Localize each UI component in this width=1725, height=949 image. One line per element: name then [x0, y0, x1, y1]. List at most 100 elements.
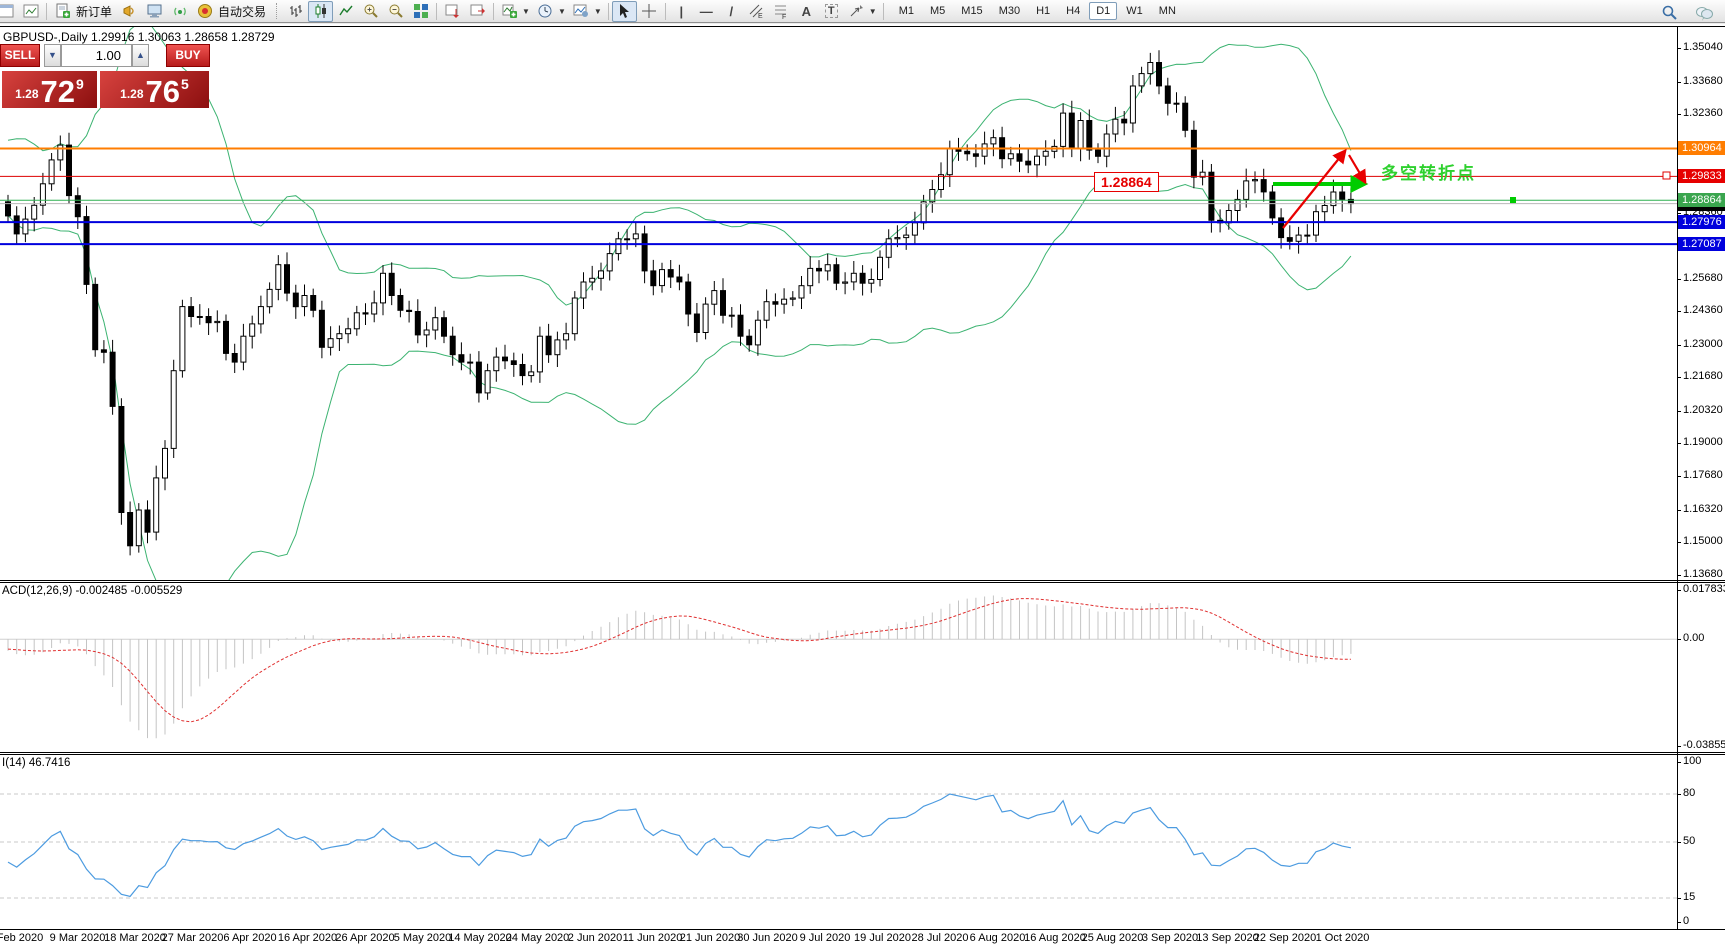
timeframe-h1[interactable]: H1	[1036, 5, 1051, 17]
arrows-tool-icon[interactable]	[844, 1, 869, 22]
price-axis[interactable]: 1.35040 1.33680 1.32360 1.28360 1.25680 1.243…	[1677, 0, 1725, 949]
templates-caret[interactable]: ▼	[593, 6, 602, 16]
vertical-line-tool-icon[interactable]: |	[679, 3, 684, 19]
timeframe-mn[interactable]: MN	[1158, 5, 1176, 17]
bar-chart-type-icon[interactable]	[283, 1, 308, 22]
chart-window-icon[interactable]	[0, 1, 18, 22]
text-tool-icon[interactable]: A	[801, 3, 811, 19]
buy-price-button[interactable]: 1.28 76 5	[100, 71, 209, 108]
price-annotation-box[interactable]: 1.28864	[1094, 172, 1159, 192]
trend-arrow-up[interactable]	[1282, 148, 1347, 229]
date-label: 6 Aug 2020	[969, 932, 1026, 944]
autotrading-icon[interactable]	[192, 1, 217, 22]
timeframe-m5[interactable]: M5	[930, 5, 946, 17]
timeframe-w1[interactable]: W1	[1126, 5, 1143, 17]
tick-mark	[1677, 574, 1681, 576]
volume-input[interactable]	[61, 44, 132, 67]
timeframe-d1[interactable]: D1	[1089, 2, 1118, 20]
tick-mark	[1677, 344, 1681, 346]
red-line-handle[interactable]	[1662, 171, 1671, 180]
buy-price-sup: 5	[181, 76, 189, 92]
price-tick-1.17680: 1.17680	[1683, 468, 1723, 481]
add-indicator-caret[interactable]: ▼	[522, 6, 530, 16]
new-order-button[interactable]: 新订单	[76, 4, 113, 19]
main-price-pane[interactable]	[0, 21, 1677, 599]
date-label: 19 Jul 2020	[854, 932, 911, 944]
price-tick-1.25680: 1.25680	[1683, 271, 1723, 284]
buy-price-small: 1.28	[120, 87, 144, 101]
cursor-icon[interactable]	[611, 0, 637, 22]
sell-price-button[interactable]: 1.28 72 9	[2, 71, 97, 108]
periods-icon[interactable]	[533, 1, 558, 22]
green-line-handle[interactable]	[1510, 197, 1516, 203]
zoom-in-icon[interactable]	[358, 1, 383, 22]
tick-mark	[1677, 278, 1681, 280]
fibonacci-tool-icon[interactable]: F	[769, 1, 794, 22]
toolbar-grip	[276, 3, 280, 19]
alerts-horn-icon[interactable]	[117, 1, 142, 22]
text-label-tool-icon[interactable]: T	[819, 1, 844, 22]
toolbar-separator	[493, 2, 495, 20]
autotrading-button[interactable]: 自动交易	[218, 4, 267, 19]
search-icon[interactable]	[1657, 2, 1682, 23]
chart-shift-icon[interactable]	[465, 1, 490, 22]
price-tick-1.20320: 1.20320	[1683, 403, 1723, 416]
timeframe-m15[interactable]: M15	[961, 5, 983, 17]
main-toolbar: 新订单 自动交易 ▼	[0, 0, 1725, 23]
rsi-tick-50: 50	[1683, 835, 1696, 847]
level-label-1.29833: 1.29833	[1678, 169, 1725, 184]
date-label: 21 Jun 2020	[679, 932, 741, 944]
chart-window[interactable]	[0, 24, 1725, 949]
main-macd-separator2[interactable]	[0, 582, 1725, 583]
date-label: 25 Aug 2020	[1081, 932, 1144, 944]
date-label: 11 Jun 2020	[622, 932, 683, 944]
timeframe-m30[interactable]: M30	[998, 5, 1021, 17]
arrows-tool-caret[interactable]: ▼	[868, 6, 877, 16]
svg-text:F: F	[782, 14, 786, 19]
volume-down-button[interactable]: ▼	[44, 44, 61, 67]
tick-chart-icon[interactable]	[18, 1, 43, 22]
tile-windows-icon[interactable]	[408, 1, 433, 22]
add-indicator-icon[interactable]	[497, 1, 522, 22]
price-tick-1.16320: 1.16320	[1683, 502, 1723, 515]
buy-button[interactable]: BUY	[166, 44, 210, 67]
sell-button[interactable]: SELL	[0, 44, 40, 67]
timeframe-h4[interactable]: H4	[1066, 5, 1081, 17]
candlestick-type-icon[interactable]	[308, 0, 334, 22]
toolbar-separator	[664, 2, 666, 20]
rsi-tick-0: 0	[1683, 915, 1690, 927]
crosshair-icon[interactable]	[637, 1, 662, 22]
line-chart-type-icon[interactable]	[333, 1, 358, 22]
main-macd-separator[interactable]	[0, 580, 1725, 581]
metaeditor-icon[interactable]	[142, 1, 167, 22]
macd-rsi-separator2[interactable]	[0, 754, 1725, 755]
macd-pane[interactable]	[0, 595, 1677, 739]
periods-caret[interactable]: ▼	[557, 6, 566, 16]
channel-tool-icon[interactable]: E	[744, 1, 769, 22]
timeframe-m1[interactable]: M1	[898, 5, 914, 17]
timeframe-toolbar: M1 M5 M15 M30 H1 H4 D1 W1 MN	[891, 2, 1184, 20]
zoom-out-icon[interactable]	[383, 1, 408, 22]
auto-scroll-icon[interactable]	[440, 1, 465, 22]
trend-arrow-down[interactable]	[1348, 154, 1367, 185]
turning-point-annotation[interactable]: 多空转折点	[1381, 164, 1476, 183]
signals-icon[interactable]	[167, 1, 192, 22]
trendline-tool-icon[interactable]: /	[729, 3, 734, 19]
macd-rsi-separator[interactable]	[0, 752, 1725, 753]
community-chat-icon[interactable]	[1692, 2, 1717, 23]
date-label: 9 Mar 2020	[49, 932, 106, 944]
buy-price-big: 76	[145, 74, 181, 109]
date-label: 3 Sep 2020	[1141, 932, 1199, 944]
date-axis[interactable]: Feb 2020 9 Mar 2020 18 Mar 2020 27 Mar 2020…	[0, 932, 1677, 948]
volume-up-button[interactable]: ▲	[132, 44, 149, 67]
templates-icon[interactable]	[569, 1, 594, 22]
horizontal-line-tool-icon[interactable]: —	[699, 3, 713, 19]
new-order-icon[interactable]	[50, 1, 75, 22]
rsi-pane[interactable]	[0, 793, 1677, 899]
date-label: 28 Jul 2020	[911, 932, 969, 944]
price-tick-1.15000: 1.15000	[1683, 535, 1723, 548]
price-tick-1.19000: 1.19000	[1683, 436, 1723, 449]
level-label-1.28864: 1.28864	[1678, 193, 1725, 208]
